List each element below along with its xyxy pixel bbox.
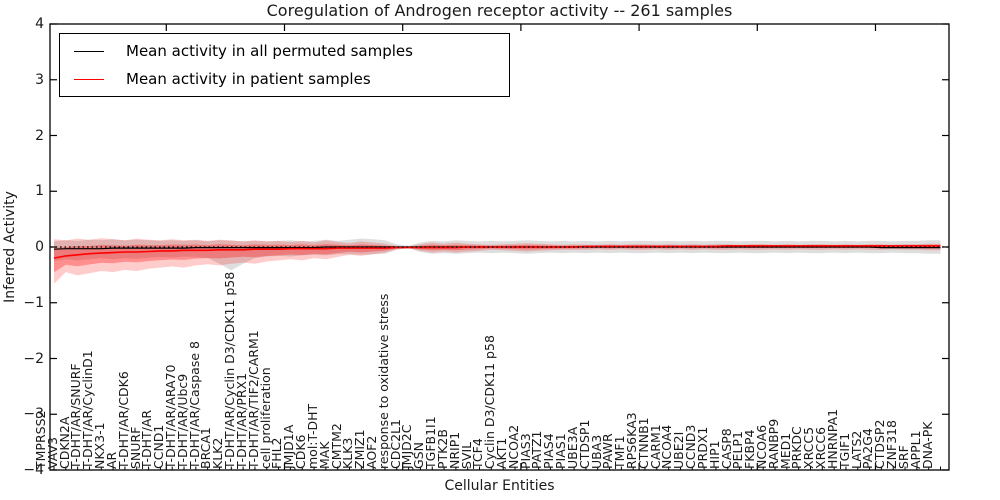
legend-item-patient: Mean activity in patient samples — [60, 65, 509, 93]
x-tick-label: DNA-PK — [919, 421, 935, 470]
y-tick-label: 0 — [35, 239, 44, 255]
legend-line-permuted-icon — [74, 50, 104, 52]
legend-label-patient: Mean activity in patient samples — [126, 70, 371, 88]
chart-title: Coregulation of Androgen receptor activi… — [266, 1, 733, 20]
patient-band-inner — [54, 244, 941, 273]
y-tick-label: −2 — [23, 350, 44, 367]
legend-line-patient-icon — [74, 78, 104, 80]
y-tick-label: 4 — [35, 16, 44, 32]
y-tick-label: 2 — [35, 127, 44, 144]
x-axis-label: Cellular Entities — [444, 478, 555, 494]
y-tick-label: 1 — [35, 183, 44, 200]
legend: Mean activity in all permuted samples Me… — [59, 33, 510, 97]
y-tick-label: −4 — [23, 462, 44, 478]
y-tick-label: −3 — [23, 406, 44, 423]
y-tick-label: 3 — [35, 71, 44, 88]
legend-item-permuted: Mean activity in all permuted samples — [60, 37, 509, 65]
legend-label-permuted: Mean activity in all permuted samples — [126, 42, 413, 60]
y-tick-label: −1 — [23, 294, 44, 311]
